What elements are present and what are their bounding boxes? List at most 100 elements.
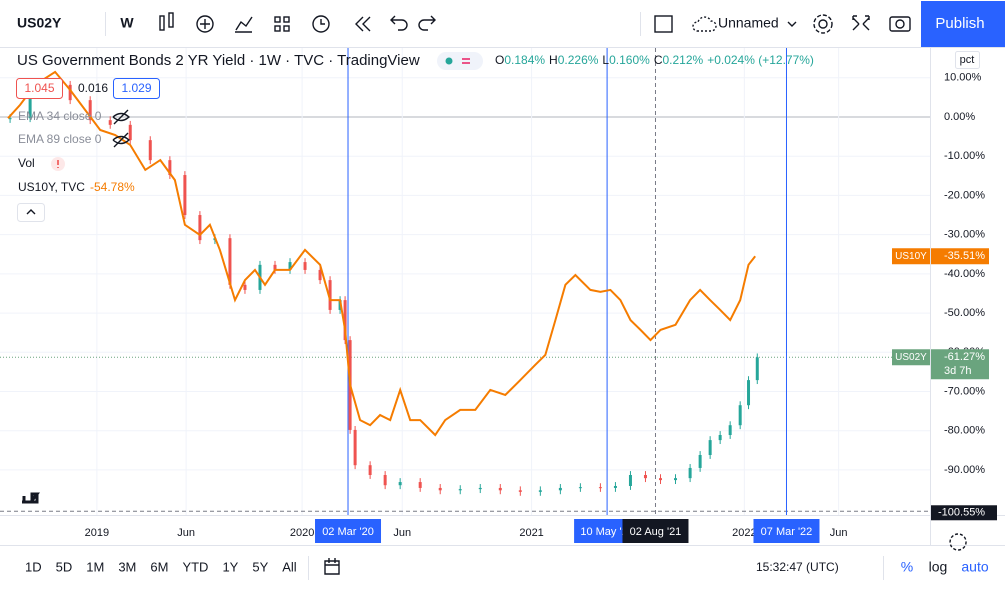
indicators-button[interactable]	[196, 15, 214, 33]
candle-body	[68, 84, 72, 101]
range-button[interactable]: YTD	[182, 559, 208, 574]
ask[interactable]: 1.029	[121, 81, 151, 95]
spread: 0.016	[78, 81, 108, 95]
chart-type-button[interactable]	[159, 12, 174, 31]
candle-body	[328, 280, 332, 310]
redo-button[interactable]	[418, 15, 436, 31]
publish-label[interactable]: Publish	[935, 15, 984, 32]
layout-button[interactable]	[274, 16, 290, 32]
candle-body	[383, 475, 387, 486]
undo-button[interactable]	[390, 15, 408, 31]
compare-name[interactable]: US10Y, TVC	[18, 180, 85, 194]
x-tick-label: 2022	[732, 527, 756, 539]
x-tick-label: Jun	[393, 527, 411, 539]
scale-mode[interactable]: %	[901, 559, 913, 575]
candle-body	[168, 160, 172, 176]
x-tick-label: 2019	[85, 527, 109, 539]
ohlc-value: 0.212%	[662, 53, 703, 67]
compare-value: -54.78%	[90, 180, 135, 194]
x-tick-label: Jun	[830, 527, 848, 539]
range-button[interactable]: All	[282, 559, 297, 574]
candle-body	[438, 487, 442, 491]
layout-name[interactable]: Unnamed	[718, 15, 779, 31]
scale-mode[interactable]: log	[929, 559, 948, 575]
goto-date[interactable]	[324, 558, 340, 575]
status-icon	[462, 58, 470, 64]
publish-button[interactable]	[921, 1, 1005, 47]
x-tick-label: 2020	[290, 527, 314, 539]
candle-body	[343, 300, 347, 341]
interval[interactable]: W	[120, 15, 134, 31]
candle-body	[478, 487, 482, 490]
scale-label[interactable]: pct	[960, 54, 975, 66]
y-tick-label: 10.00%	[944, 72, 982, 84]
range-button[interactable]: 5Y	[252, 559, 268, 574]
indicator-label[interactable]: EMA 89 close 0	[18, 132, 102, 146]
ohlc-key: O	[495, 53, 504, 67]
market-status[interactable]	[437, 52, 483, 70]
snapshot-button[interactable]	[889, 16, 911, 32]
candle-body	[674, 478, 678, 481]
range-button[interactable]: 6M	[150, 559, 168, 574]
candle-body	[303, 262, 307, 270]
bid-box[interactable]	[16, 78, 63, 99]
alert-button[interactable]	[312, 15, 330, 33]
bottom-badge	[931, 505, 997, 521]
fullscreen-select[interactable]	[654, 15, 673, 33]
y-tick-label: -70.00%	[944, 385, 985, 397]
candle-body	[198, 215, 202, 241]
hidden-icon[interactable]	[112, 132, 131, 148]
indicator-label[interactable]: Vol	[18, 156, 35, 170]
candle-body	[643, 475, 647, 479]
fullscreen-button[interactable]	[852, 15, 870, 31]
legend-title: US Government Bonds 2 YR Yield · 1W · TV…	[17, 52, 420, 69]
hidden-icon[interactable]	[112, 109, 131, 125]
time-badge	[622, 519, 689, 543]
time-label: 07 Mar '22	[761, 526, 813, 538]
candle-body	[698, 455, 702, 468]
scale-mode[interactable]: auto	[961, 559, 988, 575]
collapse-button[interactable]	[17, 203, 45, 222]
candle-body	[498, 487, 502, 491]
scale-label-box	[955, 51, 980, 69]
candle-body	[243, 284, 247, 290]
time-badge	[753, 519, 820, 543]
range-button[interactable]: 5D	[56, 559, 73, 574]
ohlc-value: 0.226%	[558, 53, 599, 67]
y-tick-label: 0.00%	[944, 111, 975, 123]
x-tick-label: Jun	[177, 527, 195, 539]
compare-button[interactable]	[235, 16, 253, 33]
ask-box[interactable]	[113, 78, 160, 99]
ohlc-value: 0.160%	[609, 53, 650, 67]
logo	[22, 492, 40, 504]
candle-body	[747, 380, 751, 406]
range-button[interactable]: 1M	[86, 559, 104, 574]
toolbar	[0, 0, 1005, 48]
range-button[interactable]: 3M	[118, 559, 136, 574]
plot	[7, 70, 759, 496]
line-series	[7, 70, 756, 437]
settings-button[interactable]	[813, 14, 833, 34]
candle-body	[353, 429, 357, 466]
range-button[interactable]: 1Y	[222, 559, 238, 574]
replay-button[interactable]	[355, 16, 371, 32]
candle-body	[418, 482, 422, 488]
axis-settings[interactable]	[949, 533, 967, 551]
y-tick-label: -40.00%	[944, 268, 985, 280]
bottom-bar: 15:32:47 (UTC) 1D 5D 1M 3M 6M YTD 1Y 5Y All% log a…	[25, 533, 989, 580]
layout-name-button[interactable]: Unnamed	[692, 15, 797, 32]
candle-body	[688, 467, 692, 479]
y-tick-label: -30.00%	[944, 229, 985, 241]
ohlc-key: C	[654, 53, 663, 67]
time-label: 10 May '21	[580, 526, 633, 538]
grid	[0, 48, 930, 515]
candle-body	[318, 269, 322, 281]
range-button[interactable]: 1D	[25, 559, 42, 574]
candle-body	[755, 357, 759, 381]
symbol-search[interactable]: US02Y	[17, 15, 62, 31]
candle-body	[518, 490, 522, 492]
indicator-label[interactable]: EMA 34 close 0	[18, 109, 102, 123]
bid[interactable]: 1.045	[24, 81, 54, 95]
candle-body	[88, 100, 92, 121]
